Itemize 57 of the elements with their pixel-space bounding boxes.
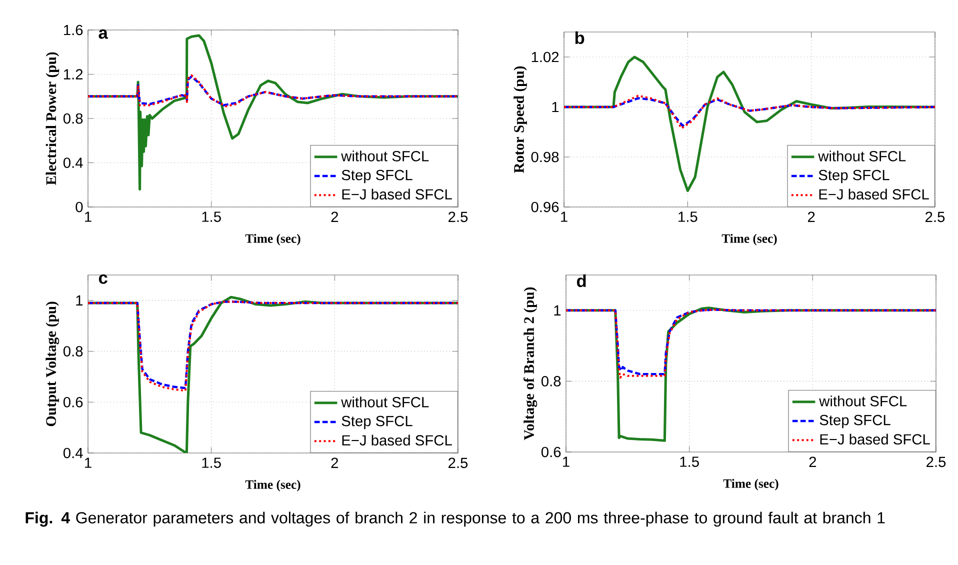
text: Fig. 4 Generator parameters and voltages of branch 2 in response to a 200 ms three-phase to ground fault at branch 1 bbox=[26, 512, 885, 527]
x-tick-label: 2 bbox=[808, 212, 815, 222]
y-axis-title: Output Voltage (pu) bbox=[46, 302, 60, 426]
legend-label: without SFCL bbox=[341, 396, 429, 408]
y-tick-label: 1 bbox=[552, 102, 559, 112]
legend-label: E−J based SFCL bbox=[342, 434, 452, 446]
chart-title: d bbox=[576, 274, 586, 288]
x-tick-label: 1.5 bbox=[202, 458, 221, 468]
x-tick-label: 1.5 bbox=[202, 212, 221, 222]
legend-label: Step SFCL bbox=[342, 170, 412, 184]
chart-title: c bbox=[98, 274, 108, 284]
y-tick-label: 1.2 bbox=[64, 69, 83, 80]
legend-label: Step SFCL bbox=[820, 414, 890, 428]
y-axis-title: Electrical Power (pu) bbox=[46, 52, 60, 186]
y-tick-label: 1.02 bbox=[532, 52, 559, 62]
y-tick-label: 0.98 bbox=[531, 152, 559, 162]
y-tick-label: 0 bbox=[76, 202, 83, 212]
x-axis-title: Time (sec) bbox=[245, 234, 300, 246]
y-tick-label: 0.8 bbox=[541, 376, 561, 386]
legend-label: Step SFCL bbox=[342, 416, 412, 430]
legend-label: E−J based SFCL bbox=[342, 188, 452, 200]
legend-label: without SFCL bbox=[819, 396, 907, 406]
y-tick-label: 0.4 bbox=[63, 448, 83, 458]
legend-label: without SFCL bbox=[341, 150, 429, 162]
x-tick-label: 1 bbox=[563, 456, 570, 467]
x-tick-label: 2.5 bbox=[926, 212, 945, 222]
x-tick-label: 2.5 bbox=[926, 456, 946, 468]
x-axis-title: Time (sec) bbox=[722, 234, 777, 246]
y-axis-title: Voltage of Branch 2 (pu) bbox=[524, 287, 538, 440]
x-axis-title: Time (sec) bbox=[245, 480, 300, 492]
legend-label: without SFCL bbox=[818, 150, 906, 162]
x-tick-label: 1 bbox=[85, 458, 92, 468]
legend-label: Step SFCL bbox=[818, 170, 890, 184]
chart-title: b bbox=[575, 31, 584, 44]
y-tick-label: 0.8 bbox=[63, 346, 83, 356]
legend-label: E−J based SFCL bbox=[819, 188, 929, 200]
x-tick-label: 1 bbox=[561, 212, 568, 222]
chart-title: a bbox=[98, 29, 108, 39]
x-tick-label: 2.5 bbox=[448, 212, 468, 222]
y-axis-title: Rotor Speed (pu) bbox=[514, 66, 527, 174]
y-tick-label: 0.8 bbox=[63, 113, 83, 124]
y-tick-label: 0.6 bbox=[541, 446, 561, 458]
x-axis-title: Time (sec) bbox=[723, 478, 778, 490]
y-tick-label: 0.6 bbox=[63, 396, 83, 408]
legend-label: E−J based SFCL bbox=[820, 434, 930, 445]
x-tick-label: 2 bbox=[331, 212, 338, 222]
y-tick-label: 0.4 bbox=[63, 158, 83, 168]
x-tick-label: 1.5 bbox=[678, 212, 698, 222]
y-tick-label: 1 bbox=[554, 305, 561, 316]
y-tick-label: 1 bbox=[76, 295, 83, 306]
y-tick-label: 1.6 bbox=[64, 24, 83, 36]
y-tick-label: 0.96 bbox=[531, 202, 559, 212]
x-tick-label: 2 bbox=[809, 456, 816, 467]
x-tick-label: 2.5 bbox=[448, 458, 468, 468]
x-tick-label: 1 bbox=[85, 212, 92, 222]
x-tick-label: 1.5 bbox=[680, 456, 699, 467]
x-tick-label: 2 bbox=[331, 458, 338, 468]
